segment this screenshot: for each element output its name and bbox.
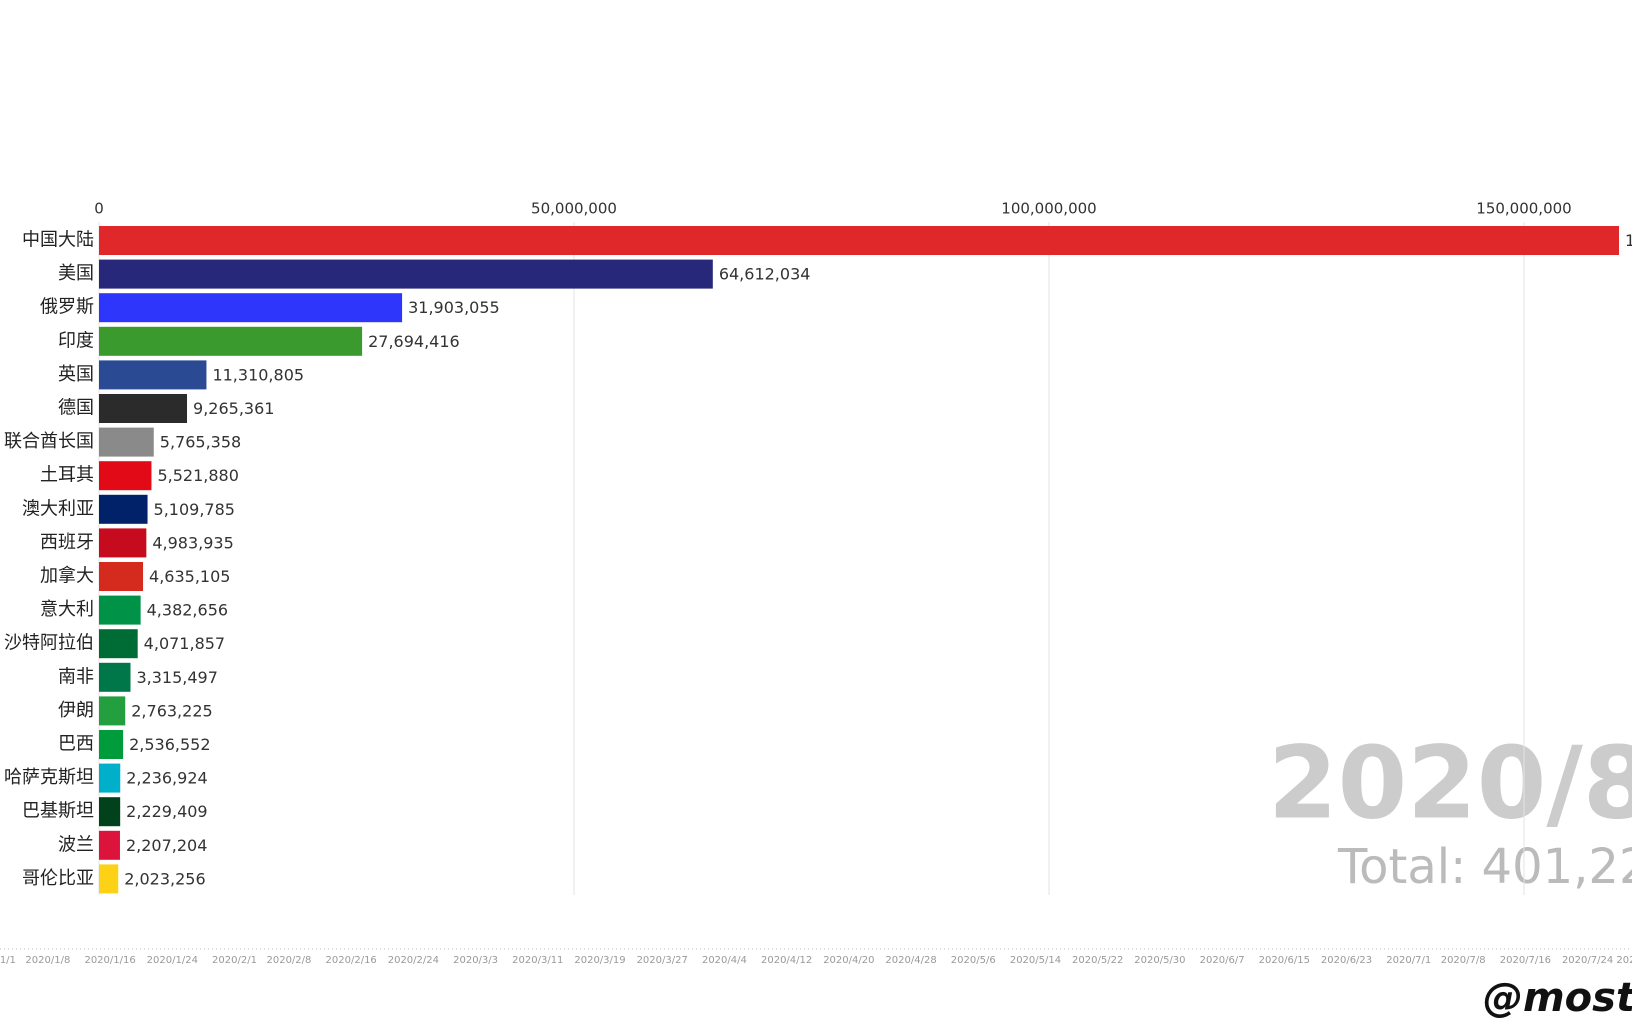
x-tick-label: 0 xyxy=(94,200,104,218)
category-label: 哈萨克斯坦 xyxy=(4,767,94,788)
timeline-label: 2020/4/28 xyxy=(885,955,936,966)
x-tick-label: 100,000,000 xyxy=(1001,200,1096,218)
value-label: 2,023,256 xyxy=(124,869,205,888)
bar xyxy=(99,259,713,289)
category-label: 南非 xyxy=(58,666,94,687)
bar xyxy=(99,360,207,390)
category-label: 俄罗斯 xyxy=(40,297,94,318)
value-label: 5,521,880 xyxy=(157,466,238,485)
category-label: 土耳其 xyxy=(40,465,94,486)
category-label: 英国 xyxy=(58,364,94,385)
bar xyxy=(99,730,124,759)
timeline-label: 2020/6/15 xyxy=(1259,955,1310,966)
timeline-label: 2020/5/14 xyxy=(1010,955,1061,966)
timeline-label: 2020/1/8 xyxy=(25,955,70,966)
category-label: 意大利 xyxy=(40,599,94,620)
category-label: 巴西 xyxy=(58,734,94,755)
value-label: 5,765,358 xyxy=(160,433,241,452)
category-label: 沙特阿拉伯 xyxy=(4,633,94,654)
bar xyxy=(99,427,154,457)
value-label: 160,000,000 xyxy=(1625,231,1632,250)
category-label: 联合酋长国 xyxy=(4,431,94,452)
timeline-label: 2020/2/1 xyxy=(212,955,257,966)
timeline-label: 2020/6/23 xyxy=(1321,955,1372,966)
bar xyxy=(99,528,147,558)
category-label: 巴基斯坦 xyxy=(22,801,94,822)
timeline-label: 2020/1/16 xyxy=(84,955,135,966)
bar xyxy=(99,629,138,659)
bar xyxy=(99,394,188,423)
value-label: 4,983,935 xyxy=(152,533,233,552)
value-label: 5,109,785 xyxy=(154,500,235,519)
category-label: 加拿大 xyxy=(40,565,94,587)
category-label: 伊朗 xyxy=(58,700,94,721)
value-label: 4,635,105 xyxy=(149,567,230,586)
bar xyxy=(99,293,403,323)
timeline-label: 2020/7/31 xyxy=(1616,955,1632,966)
category-label: 西班牙 xyxy=(40,532,94,553)
watermark: @mostr xyxy=(1483,975,1632,1020)
bar xyxy=(99,830,120,860)
category-label: 印度 xyxy=(58,330,94,351)
bar xyxy=(99,562,144,591)
bar xyxy=(99,461,152,491)
value-label: 64,612,034 xyxy=(719,265,811,284)
timeline-label: 2020/4/4 xyxy=(702,955,747,966)
bar xyxy=(99,226,1619,255)
category-label: 中国大陆 xyxy=(22,230,94,251)
value-label: 2,207,204 xyxy=(126,836,207,855)
bar xyxy=(99,763,121,793)
value-label: 27,694,416 xyxy=(368,332,460,351)
timeline-label: 2020/3/19 xyxy=(574,955,625,966)
timeline-label: 2020/2/16 xyxy=(326,955,377,966)
value-label: 4,382,656 xyxy=(147,601,228,620)
x-tick-label: 150,000,000 xyxy=(1476,200,1571,218)
total-label: Total: 401,22 xyxy=(1337,839,1632,895)
value-label: 3,315,497 xyxy=(136,668,217,687)
bar xyxy=(99,326,363,356)
value-label: 2,763,225 xyxy=(131,701,212,720)
timeline-label: 2020/6/7 xyxy=(1200,955,1245,966)
value-label: 9,265,361 xyxy=(193,399,274,418)
bar xyxy=(99,696,126,726)
bar xyxy=(99,662,131,692)
date-label: 2020/8/ xyxy=(1268,724,1632,841)
bar xyxy=(99,595,141,625)
timeline-label: 2020/3/27 xyxy=(637,955,688,966)
value-label: 31,903,055 xyxy=(408,298,500,317)
timeline-label: 2020/5/6 xyxy=(951,955,996,966)
value-label: 2,229,409 xyxy=(126,802,207,821)
timeline-label: 2020/1/24 xyxy=(147,955,198,966)
category-label: 哥伦比亚 xyxy=(22,868,94,889)
timeline-label: 2020/4/20 xyxy=(823,955,874,966)
category-label: 美国 xyxy=(58,263,94,284)
timeline-label: 2020/7/16 xyxy=(1500,955,1551,966)
timeline-label: 2020/3/11 xyxy=(512,955,563,966)
timeline-label: 2020/2/24 xyxy=(388,955,439,966)
timeline-label: 2020/7/1 xyxy=(1386,955,1431,966)
timeline-label: 2020/7/8 xyxy=(1441,955,1486,966)
value-label: 4,071,857 xyxy=(144,634,225,653)
bar xyxy=(99,864,119,894)
timeline-label: 2020/5/30 xyxy=(1134,955,1185,966)
bar xyxy=(99,797,121,827)
bar xyxy=(99,494,148,524)
timeline-label: 2020/2/8 xyxy=(266,955,311,966)
timeline-label: 2020/7/24 xyxy=(1562,955,1613,966)
value-label: 2,236,924 xyxy=(126,769,207,788)
timeline-label: 2020/5/22 xyxy=(1072,955,1123,966)
value-label: 11,310,805 xyxy=(212,365,304,384)
x-tick-label: 50,000,000 xyxy=(531,200,617,218)
timeline-label: 2020/1/1 xyxy=(0,955,16,966)
category-label: 澳大利亚 xyxy=(22,498,94,519)
category-label: 波兰 xyxy=(58,834,94,855)
timeline-label: 2020/3/3 xyxy=(453,955,498,966)
timeline-label: 2020/4/12 xyxy=(761,955,812,966)
category-label: 德国 xyxy=(58,398,94,419)
value-label: 2,536,552 xyxy=(129,735,210,754)
